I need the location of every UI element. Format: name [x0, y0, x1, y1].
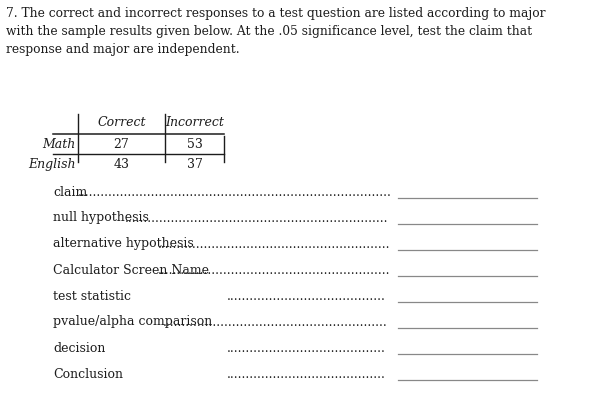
Text: .........................................: ........................................… — [227, 342, 386, 354]
Text: Correct: Correct — [97, 116, 146, 129]
Text: English: English — [28, 158, 76, 171]
Text: .........................................: ........................................… — [227, 367, 386, 380]
Text: 37: 37 — [187, 158, 203, 171]
Text: 53: 53 — [187, 138, 203, 151]
Text: null hypothesis: null hypothesis — [54, 211, 149, 224]
Text: ............................................................: ........................................… — [158, 237, 391, 250]
Text: 43: 43 — [113, 158, 129, 171]
Text: ....................................................................: ........................................… — [125, 211, 389, 224]
Text: decision: decision — [54, 342, 106, 354]
Text: pvalue/alpha comparison: pvalue/alpha comparison — [54, 316, 213, 329]
Text: 27: 27 — [114, 138, 129, 151]
Text: alternative hypothesis: alternative hypothesis — [54, 237, 194, 250]
Text: Conclusion: Conclusion — [54, 367, 123, 380]
Text: Calculator Screen Name: Calculator Screen Name — [54, 263, 209, 277]
Text: Math: Math — [43, 138, 76, 151]
Text: ............................................................: ........................................… — [158, 263, 391, 277]
Text: Incorrect: Incorrect — [165, 116, 224, 129]
Text: 7. The correct and incorrect responses to a test question are listed according t: 7. The correct and incorrect responses t… — [6, 7, 546, 56]
Text: .........................................: ........................................… — [227, 290, 386, 303]
Text: claim: claim — [54, 185, 87, 198]
Text: ..........................................................: ........................................… — [163, 316, 387, 329]
Text: test statistic: test statistic — [54, 290, 131, 303]
Text: ................................................................................: ........................................… — [78, 185, 392, 198]
